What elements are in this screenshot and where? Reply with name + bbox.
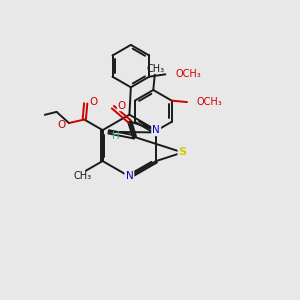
Text: O: O bbox=[117, 101, 126, 111]
Text: O: O bbox=[57, 119, 65, 130]
Text: OCH₃: OCH₃ bbox=[197, 97, 222, 107]
Text: CH₃: CH₃ bbox=[146, 64, 164, 74]
Text: O: O bbox=[89, 97, 98, 107]
Text: H: H bbox=[112, 131, 120, 141]
Text: CH₃: CH₃ bbox=[74, 171, 92, 181]
Text: OCH₃: OCH₃ bbox=[176, 69, 202, 79]
Text: N: N bbox=[152, 125, 160, 135]
Text: S: S bbox=[178, 147, 187, 158]
Text: N: N bbox=[125, 172, 133, 182]
